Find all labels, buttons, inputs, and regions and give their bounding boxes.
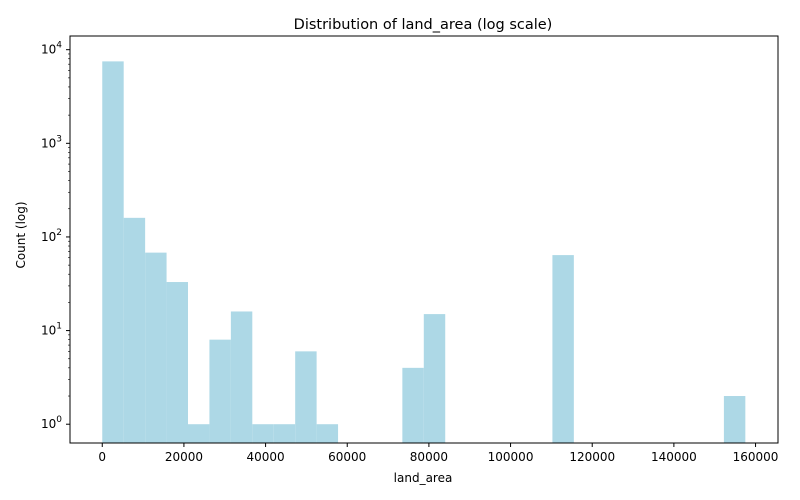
y-axis: 100 101 102 103 104 bbox=[41, 41, 70, 431]
y-tick-label: 103 bbox=[41, 134, 62, 150]
x-tick-label: 140000 bbox=[651, 450, 697, 464]
x-tick-label: 40000 bbox=[246, 450, 284, 464]
histogram-bar-6 bbox=[230, 311, 253, 443]
histogram-bar-3 bbox=[166, 282, 188, 443]
histogram-bar-9 bbox=[295, 351, 317, 443]
x-tick-label: 100000 bbox=[488, 450, 534, 464]
x-tick-label: 80000 bbox=[410, 450, 448, 464]
y-axis-label: Count (log) bbox=[14, 201, 28, 268]
chart-title: Distribution of land_area (log scale) bbox=[294, 17, 553, 33]
histogram-bar-2 bbox=[145, 252, 167, 443]
y-tick-label: 100 bbox=[41, 415, 62, 431]
x-axis: 0 20000 40000 60000 80000 100000 120000 140000 1… bbox=[98, 443, 778, 464]
histogram-bar-11 bbox=[402, 367, 424, 443]
histogram-bar-1 bbox=[123, 217, 146, 443]
x-tick-label: 0 bbox=[98, 450, 106, 464]
x-axis-label: land_area bbox=[394, 471, 453, 485]
y-tick-label: 102 bbox=[41, 228, 62, 244]
x-tick-label: 160000 bbox=[733, 450, 779, 464]
histogram-bar-5 bbox=[209, 339, 231, 443]
histogram-bar-13 bbox=[552, 255, 574, 443]
plot-frame bbox=[69, 35, 779, 444]
histogram-bar-12 bbox=[423, 314, 446, 443]
bars-group bbox=[102, 61, 746, 444]
histogram-bar-0 bbox=[102, 61, 124, 444]
histogram-bar-14 bbox=[723, 396, 746, 443]
histogram-bar-7 bbox=[252, 424, 274, 443]
x-tick-label: 120000 bbox=[569, 450, 615, 464]
x-tick-label: 60000 bbox=[328, 450, 366, 464]
y-tick-label: 101 bbox=[41, 322, 62, 338]
histogram-bar-10 bbox=[316, 424, 339, 443]
histogram-bar-8 bbox=[273, 424, 296, 443]
histogram-bar-4 bbox=[188, 424, 210, 443]
x-tick-label: 20000 bbox=[165, 450, 203, 464]
y-tick-label: 104 bbox=[41, 41, 62, 57]
